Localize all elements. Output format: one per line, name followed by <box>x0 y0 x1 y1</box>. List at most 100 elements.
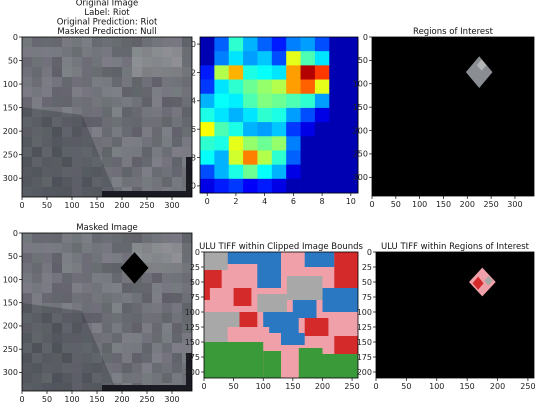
original-texture <box>52 77 62 87</box>
original-texture <box>82 187 92 197</box>
heatmap-cell <box>343 122 359 137</box>
original-texture <box>152 107 162 117</box>
original-texture <box>142 167 152 177</box>
heatmap-cell <box>257 136 273 151</box>
masked-texture <box>162 283 172 293</box>
original-texture <box>112 177 122 187</box>
masked-ytick-label: 0 <box>13 229 18 238</box>
masked-texture <box>92 243 102 253</box>
roi-xtick-label: 0 <box>369 200 374 209</box>
original-ytick-label: 300 <box>3 174 18 183</box>
heatmap-cell <box>329 150 345 166</box>
heatmap-cell <box>329 51 345 66</box>
heatmap-cell <box>243 79 258 95</box>
masked-dark-region <box>22 303 117 391</box>
original-texture <box>142 97 152 107</box>
masked-texture <box>62 303 72 313</box>
heatmap-cell <box>200 178 215 194</box>
original-texture <box>142 37 152 47</box>
original-texture <box>92 147 102 157</box>
original-texture <box>182 117 192 127</box>
heatmap-cell <box>214 79 230 95</box>
masked-texture <box>132 343 142 353</box>
masked-texture <box>112 273 122 283</box>
landuse-block <box>281 348 299 378</box>
masked-texture <box>152 353 162 363</box>
masked-texture <box>32 373 42 383</box>
original-xtick-label: 100 <box>64 201 79 210</box>
original-texture <box>52 167 62 177</box>
masked-texture <box>92 373 102 383</box>
heatmap-cell <box>286 122 301 137</box>
heatmap-cell <box>257 79 273 95</box>
original-texture <box>42 127 52 137</box>
heatmap-cell <box>314 51 330 66</box>
masked-texture <box>92 283 102 293</box>
ulu_roi-ytick-label: 200 <box>357 368 372 377</box>
masked-texture <box>132 323 142 333</box>
original-texture <box>32 97 42 107</box>
masked-texture <box>72 333 82 343</box>
original-texture <box>92 137 102 147</box>
original-texture <box>92 77 102 87</box>
heatmap-cell <box>214 51 230 66</box>
original-texture <box>52 47 62 57</box>
original-texture <box>92 47 102 57</box>
original-texture <box>92 187 102 197</box>
masked-texture <box>32 293 42 303</box>
landuse-block <box>239 342 264 378</box>
masked-texture <box>52 253 62 263</box>
masked-texture <box>142 233 152 243</box>
roi-background <box>372 37 534 196</box>
original-xtick-label: 150 <box>89 201 104 210</box>
heatmap-cell <box>271 51 287 66</box>
masked-texture <box>82 273 92 283</box>
original-texture <box>112 167 122 177</box>
heatmap-cell <box>200 136 215 151</box>
original-ytick-label: 0 <box>13 33 18 42</box>
heatmap-cell <box>329 37 345 52</box>
masked-texture <box>42 363 52 373</box>
original-texture <box>172 97 182 107</box>
panel-heatmap: 0 2 4 6 8 10 0 2 4 6 8 10 <box>186 36 359 206</box>
heatmap-cell <box>300 79 316 95</box>
original-texture <box>112 147 122 157</box>
masked-texture <box>42 243 52 253</box>
heatmap-cell <box>286 79 301 95</box>
masked-texture <box>162 273 172 283</box>
heatmap-cell <box>228 136 244 151</box>
original-texture <box>82 177 92 187</box>
roi-patch <box>465 56 493 88</box>
heatmap-cell <box>343 164 359 180</box>
original-texture <box>92 157 102 167</box>
masked-texture <box>172 373 182 383</box>
masked-texture <box>72 243 82 253</box>
heatmap-cell <box>214 150 230 166</box>
masked-texture <box>92 293 102 303</box>
heatmap-cell <box>271 122 287 137</box>
original-texture <box>182 87 192 97</box>
original-texture <box>122 157 132 167</box>
masked-texture <box>132 363 142 373</box>
original-texture <box>32 167 42 177</box>
masked-texture <box>82 233 92 243</box>
heatmap-cell <box>314 164 330 180</box>
original-texture <box>182 147 192 157</box>
masked-texture <box>102 363 112 373</box>
landuse-roi-background <box>376 252 534 378</box>
masked-texture <box>172 333 182 343</box>
original-texture <box>62 107 72 117</box>
ulu_clipped-ytick-label: 175 <box>185 353 200 362</box>
masked-texture <box>82 253 92 263</box>
roi-ytick-label: 100 <box>353 80 368 89</box>
masked-texture <box>122 283 132 293</box>
original-texture <box>82 97 92 107</box>
landuse-block <box>233 288 252 306</box>
original-texture <box>102 57 112 67</box>
masked-texture <box>142 253 152 263</box>
original-title-line: Original Prediction: Riot <box>57 18 158 28</box>
original-texture <box>172 107 182 117</box>
original-texture <box>22 177 32 187</box>
original-texture <box>122 37 132 47</box>
masked-texture <box>122 253 132 263</box>
